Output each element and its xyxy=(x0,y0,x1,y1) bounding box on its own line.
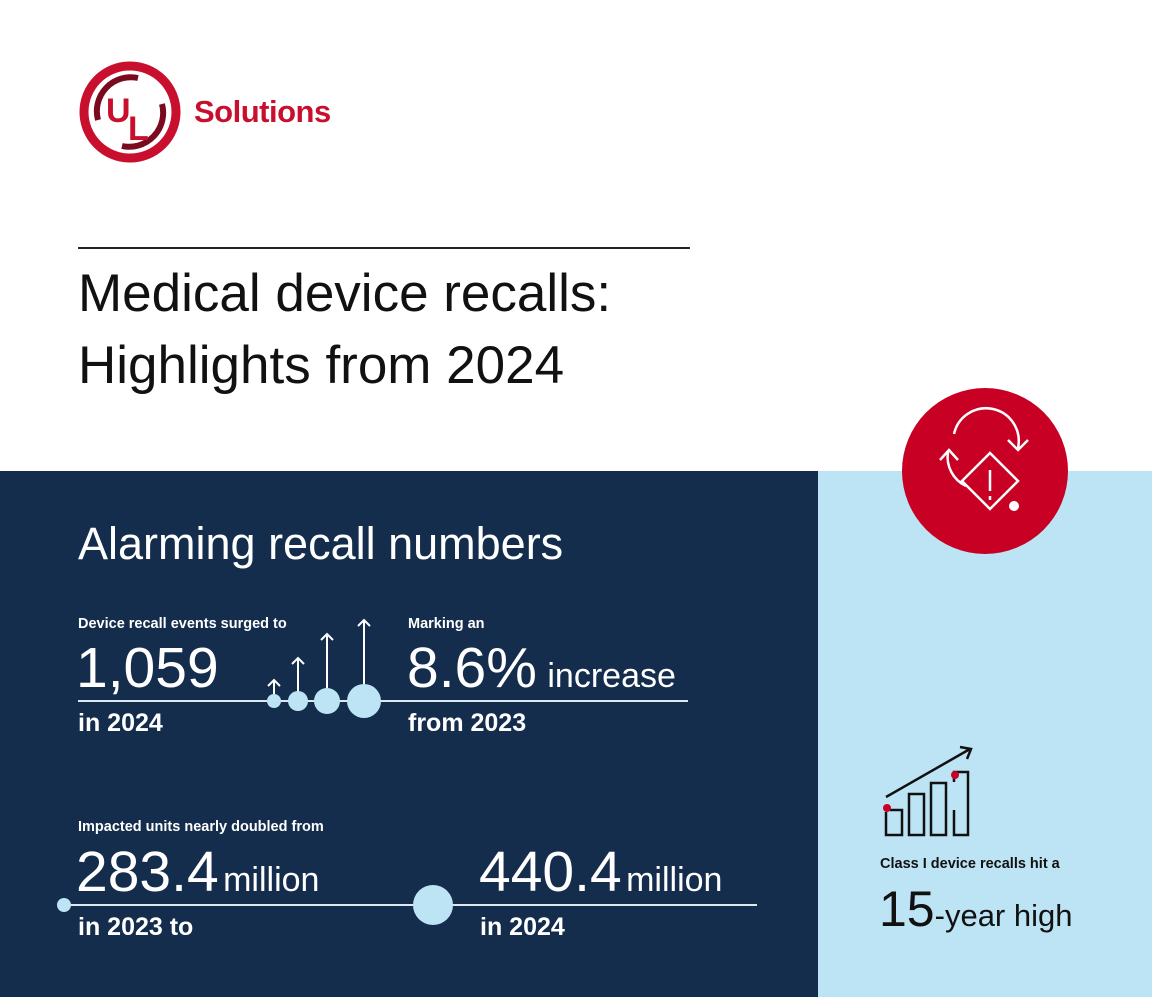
units-from-figure: 283.4 million xyxy=(76,844,319,901)
increase-sub: from 2023 xyxy=(408,709,527,737)
title-line-2: Highlights from 2024 xyxy=(78,336,565,395)
increase-unit: increase xyxy=(547,657,676,695)
rising-arrows-icon xyxy=(267,618,381,718)
svg-text:L: L xyxy=(128,110,149,148)
units-from-unit: million xyxy=(223,861,320,899)
units-line xyxy=(64,904,757,906)
events-value: 1,059 xyxy=(76,636,219,700)
units-to-unit: million xyxy=(626,861,723,899)
title-line-1: Medical device recalls: xyxy=(78,264,612,323)
increase-label: Marking an xyxy=(408,616,485,632)
class-i-label: Class I device recalls hit a xyxy=(880,856,1060,872)
svg-text:U: U xyxy=(106,92,131,130)
units-from-sub: in 2023 to xyxy=(78,913,194,941)
stats-panel xyxy=(0,471,818,997)
events-label: Device recall events surged to xyxy=(78,616,287,632)
increase-figure: 8.6% increase xyxy=(407,640,676,697)
events-sub: in 2024 xyxy=(78,709,163,737)
class-i-unit: -year high xyxy=(934,898,1073,933)
rising-bar-chart-icon xyxy=(883,745,973,837)
page-title: Medical device recalls: Highlights from … xyxy=(78,258,611,402)
units-start-dot xyxy=(57,898,71,912)
events-line xyxy=(78,700,688,702)
ul-logo: U L xyxy=(78,60,182,164)
units-to-sub: in 2024 xyxy=(480,913,565,941)
title-divider xyxy=(78,247,690,249)
units-label: Impacted units nearly doubled from xyxy=(78,819,324,835)
class-i-value: 15 xyxy=(879,881,935,937)
increase-value: 8.6% xyxy=(407,636,537,700)
units-to-value: 440.4 xyxy=(479,840,622,904)
units-end-dot xyxy=(413,885,453,925)
units-from-value: 283.4 xyxy=(76,840,219,904)
sidebar-panel xyxy=(818,471,1152,997)
section-heading: Alarming recall numbers xyxy=(78,518,564,569)
units-to-figure: 440.4 million xyxy=(479,844,722,901)
brand-name: Solutions xyxy=(194,94,331,129)
recall-warning-icon xyxy=(902,388,1068,554)
class-i-figure: 15-year high xyxy=(879,880,1072,938)
